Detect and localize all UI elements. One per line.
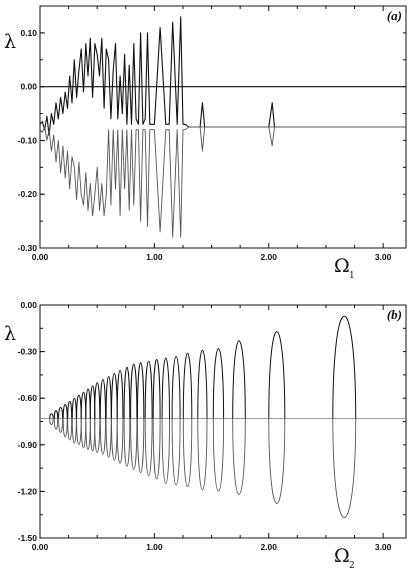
panel-b-x-tick-label: 3.00	[375, 542, 392, 552]
panel-a-x-axis-subscript: 1	[349, 271, 355, 281]
panel-b-lobe-upper	[53, 410, 59, 419]
panel-b-lobe-upper	[212, 348, 225, 419]
panel-b-lobe-lower	[152, 418, 161, 479]
panel-b-lobe-upper	[76, 394, 82, 419]
panel-b-lobe-upper	[62, 403, 68, 419]
panel-b-lobe-lower	[105, 418, 112, 458]
panel-b-lobe-upper	[232, 340, 246, 419]
panel-a-y-tick-label: -0.30	[18, 243, 38, 253]
panel-b-lobe-upper	[71, 397, 77, 419]
panel-b-lobe-lower	[123, 418, 131, 467]
panel-b-lobe-lower	[182, 418, 193, 488]
panel-b-lobe-upper	[111, 372, 118, 419]
panel-b-lobe-lower	[116, 418, 124, 464]
panel-b-y-tick-label: -1.50	[18, 533, 38, 543]
panel-b-lobe-lower	[197, 418, 208, 490]
panel-b-lobe-lower	[130, 418, 138, 471]
panel-b-lobe-upper	[80, 391, 87, 419]
panel-a-x-tick-label: 2.00	[260, 252, 277, 262]
panel-b-lobe-lower	[49, 418, 54, 426]
panel-b-lobe-lower	[212, 418, 225, 492]
panel-b-lobe-lower	[53, 418, 59, 430]
panel-b-lobe-lower	[80, 418, 87, 449]
panel-b-y-tick-label: -1.20	[18, 486, 38, 496]
panel-b-lobe-upper	[67, 400, 73, 419]
panel-b-y-axis-label: λ	[4, 323, 16, 345]
panel-b-lobe-lower	[76, 418, 82, 445]
panel-b-lobe-upper	[152, 359, 161, 419]
panel-a-y-tick-label: 0.00	[20, 82, 37, 92]
panel-b-lobe-upper	[130, 363, 138, 419]
panel-b-y-tick-label: -0.30	[18, 347, 38, 357]
panel-b-lobe-lower	[137, 418, 145, 473]
panel-b-lobe-upper	[123, 366, 131, 419]
panel-b-lobe-lower	[268, 418, 286, 505]
panel-b-lobe-upper	[268, 331, 286, 419]
panel-b-x-axis-label: Ω	[334, 545, 350, 567]
panel-b-lobe-lower	[171, 418, 181, 486]
panel-b-x-tick-label: 0.00	[32, 542, 49, 552]
panel-b-lobe-upper	[105, 376, 112, 419]
panel-b-lobe-upper	[85, 388, 91, 419]
panel-b-lobe-upper	[99, 379, 106, 419]
panel-a-x-tick-label: 0.00	[32, 252, 49, 262]
panel-b-lobe-upper	[49, 413, 54, 419]
panel-b-label: (b)	[387, 307, 402, 322]
panel-b-lobe-upper	[144, 360, 153, 419]
panel-b-x-axis-subscript: 2	[349, 561, 355, 571]
panel-b-x-tick-label: 2.00	[260, 542, 277, 552]
panel-b-lobe-lower	[71, 418, 77, 444]
panel-b-lobe-upper	[161, 357, 170, 419]
panel-a-x-tick-label: 3.00	[375, 252, 392, 262]
panel-b-lobe-upper	[197, 349, 208, 419]
panel-b-lobe-lower	[332, 418, 357, 518]
panel-b-lobe-upper	[171, 355, 181, 419]
panel-b-lobe-lower	[58, 418, 64, 433]
panel-b-y-tick-label: -0.90	[18, 440, 38, 450]
panel-a-y-tick-label: -0.10	[18, 135, 38, 145]
panel-b-lobe-lower	[62, 418, 68, 438]
panel-b-lobe-lower	[99, 418, 106, 455]
panel-a-y-tick-label: 0.10	[20, 28, 37, 38]
panel-b-lobe-lower	[111, 418, 118, 461]
panel-a-y-tick-label: -0.20	[18, 189, 38, 199]
panel-b-chart: 0.00 1.00 2.00 3.00 0.00 -0.30 -0.60 -0.90 -1.20…	[4, 300, 407, 571]
panel-b-lobe-upper	[332, 315, 357, 419]
panel-b-lobe-upper	[58, 407, 64, 419]
panel-a-label: (a)	[387, 8, 402, 23]
panel-b-lobe-lower	[94, 418, 101, 453]
panel-b-lobe-upper	[182, 352, 193, 419]
panel-b-y-tick-label: 0.00	[20, 300, 37, 310]
panel-a-series-lower-branch	[39, 126, 406, 238]
panel-b-lobe-lower	[67, 418, 73, 441]
panel-a-x-axis-label: Ω	[334, 255, 350, 277]
panel-b-lobe-lower	[161, 418, 170, 484]
panel-b-lobe-upper	[94, 382, 101, 419]
panel-b-lobe-lower	[85, 418, 91, 450]
panel-a-x-tick-label: 1.00	[146, 252, 163, 262]
panel-a-y-axis-label: λ	[4, 31, 16, 53]
panel-a-series-upper-branch	[39, 16, 406, 136]
panel-b-lobe-lower	[144, 418, 153, 476]
panel-b-lobe-lower	[232, 418, 246, 495]
panel-b-lobe-upper	[137, 362, 145, 419]
panel-b-x-tick-label: 1.00	[146, 542, 163, 552]
panel-b-y-tick-label: -0.60	[18, 393, 38, 403]
panel-b-lobe-upper	[116, 369, 124, 419]
panel-a-chart: 0.00 1.00 2.00 3.00 0.10 0.00 -0.10 -0.20 -0.30 (…	[4, 5, 407, 281]
